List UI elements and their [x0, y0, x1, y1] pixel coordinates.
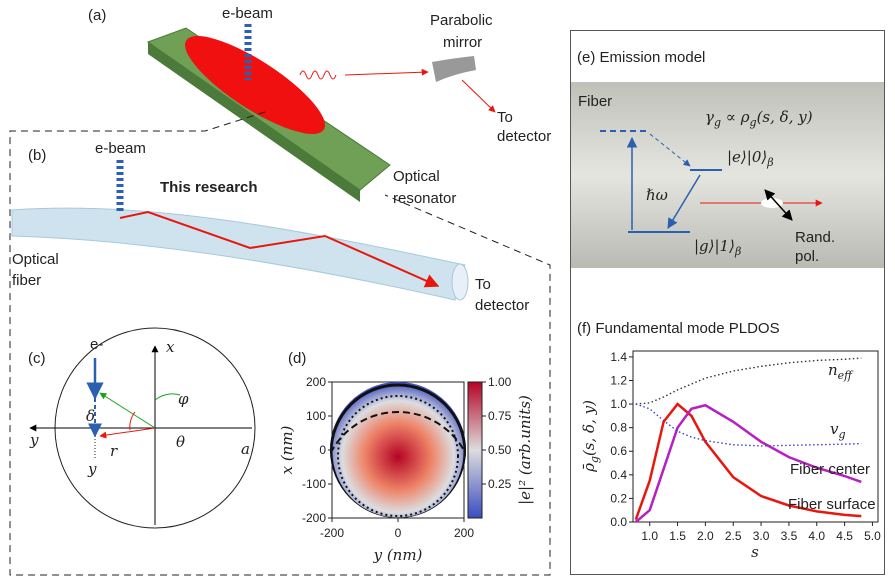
- x-axis-label: y (nm): [373, 546, 423, 564]
- colorbar: [468, 382, 482, 518]
- label-part: g: [838, 428, 845, 441]
- x-tick-label: 200: [454, 526, 474, 540]
- label: e-beam: [95, 140, 146, 157]
- colorbar-tick-label: 0.75: [488, 409, 512, 423]
- panel-title: (f) Fundamental mode PLDOS: [577, 320, 780, 337]
- label: e-: [90, 336, 103, 353]
- ray: [345, 72, 428, 75]
- x-tick-label: 3.0: [753, 529, 770, 543]
- label: mirror: [443, 34, 482, 51]
- label: resonator: [393, 190, 456, 207]
- label: To: [497, 109, 513, 126]
- colorbar-tick-label: 0.25: [488, 477, 512, 491]
- label: a: [241, 440, 250, 458]
- x-axis-label: s: [751, 543, 759, 561]
- colorbar-label: |e|² (arb.units): [516, 395, 534, 505]
- label: Rand.: [795, 229, 835, 246]
- label: pol.: [795, 248, 819, 265]
- ray: [462, 80, 495, 112]
- x-tick-label: 2.0: [697, 529, 714, 543]
- y-tick-label: 0.0: [610, 515, 627, 529]
- label: ℏω: [646, 186, 668, 204]
- fiber: [12, 208, 465, 300]
- x-tick-label: 1.5: [669, 529, 686, 543]
- label: |e⟩|0⟩β: [727, 148, 774, 169]
- label: Parabolic: [430, 12, 493, 29]
- label: Fiber: [578, 93, 612, 110]
- y-axis-label: ρ̄g(s, δ, y): [580, 400, 601, 473]
- x-tick-label: 0: [395, 526, 402, 540]
- label: e-beam: [222, 5, 273, 22]
- angle: [155, 394, 180, 400]
- y-tick-label: -200: [302, 511, 326, 525]
- panel-c: (c) e- x y φ δ θ r y a: [28, 328, 255, 528]
- y-tick-label: 200: [306, 375, 326, 389]
- label: To: [475, 276, 491, 293]
- colorbar-tick-label: 0.50: [488, 443, 512, 457]
- series-label: neff: [828, 361, 854, 382]
- formula: γg ∝ ρg(s, δ, y): [705, 108, 813, 129]
- y-tick-label: 0.4: [610, 468, 627, 482]
- label: Optical: [12, 251, 59, 268]
- fiber-end: [452, 264, 468, 300]
- series-label: Fiber surface: [788, 496, 876, 513]
- panel-b: (b) e-beam This research Optical fiber T…: [12, 140, 529, 314]
- label-part: n: [828, 361, 838, 379]
- label: detector: [497, 128, 551, 145]
- label: This research: [160, 179, 258, 196]
- label: y: [87, 460, 97, 478]
- y-tick-label: 0.2: [610, 491, 627, 505]
- series-label: vg: [830, 420, 846, 441]
- x-tick-label: 5.0: [864, 529, 881, 543]
- panel-title: (e) Emission model: [577, 49, 705, 66]
- y-axis-label: x (nm): [278, 425, 296, 474]
- label: x: [166, 338, 175, 356]
- figure: (a) e-beam Parabolic mirror To detector …: [0, 0, 895, 582]
- y-tick-label: 0.6: [610, 444, 627, 458]
- series-line: [636, 404, 862, 446]
- vector: [100, 393, 155, 428]
- x-tick-label: 4.5: [836, 529, 853, 543]
- mirror: [432, 56, 476, 82]
- panel-label: (c): [28, 350, 46, 367]
- series-label: Fiber center: [790, 461, 870, 478]
- x-tick-label: 2.5: [725, 529, 742, 543]
- y-tick-label: 100: [306, 409, 326, 423]
- label: δ: [86, 407, 95, 425]
- label: θ: [176, 433, 185, 451]
- y-tick-label: 1.2: [610, 373, 627, 387]
- panel-f: (f) Fundamental mode PLDOS s ρ̄g(s, δ, y…: [577, 320, 881, 561]
- x-tick-label: -200: [320, 526, 344, 540]
- x-tick-label: 1.0: [641, 529, 658, 543]
- y-tick-label: -100: [302, 477, 326, 491]
- y-tick-label: 1.0: [610, 397, 627, 411]
- label: y: [29, 431, 39, 449]
- panel-e: (e) Emission model Fiber γg ∝ ρg(s, δ, y…: [571, 49, 884, 268]
- colorbar-tick-label: 1.00: [488, 375, 512, 389]
- y-tick-label: 0.8: [610, 421, 627, 435]
- panel-label: (b): [28, 147, 46, 164]
- panel-a: (a) e-beam Parabolic mirror To detector …: [88, 5, 551, 207]
- label-part: eff: [838, 369, 855, 382]
- panel-label: (d): [288, 350, 306, 367]
- label: |g⟩|1⟩β: [694, 237, 741, 258]
- y-tick-label: 1.4: [610, 350, 627, 364]
- label: detector: [475, 297, 529, 314]
- label: Optical: [393, 168, 440, 185]
- panel-label: (a): [88, 7, 106, 24]
- y-tick-label: 0: [319, 443, 326, 457]
- x-tick-label: 4.0: [808, 529, 825, 543]
- x-tick-label: 3.5: [781, 529, 798, 543]
- label: φ: [178, 390, 189, 408]
- photon: [300, 71, 336, 79]
- label: r: [110, 442, 118, 460]
- vector: [100, 428, 155, 436]
- label: fiber: [12, 272, 41, 289]
